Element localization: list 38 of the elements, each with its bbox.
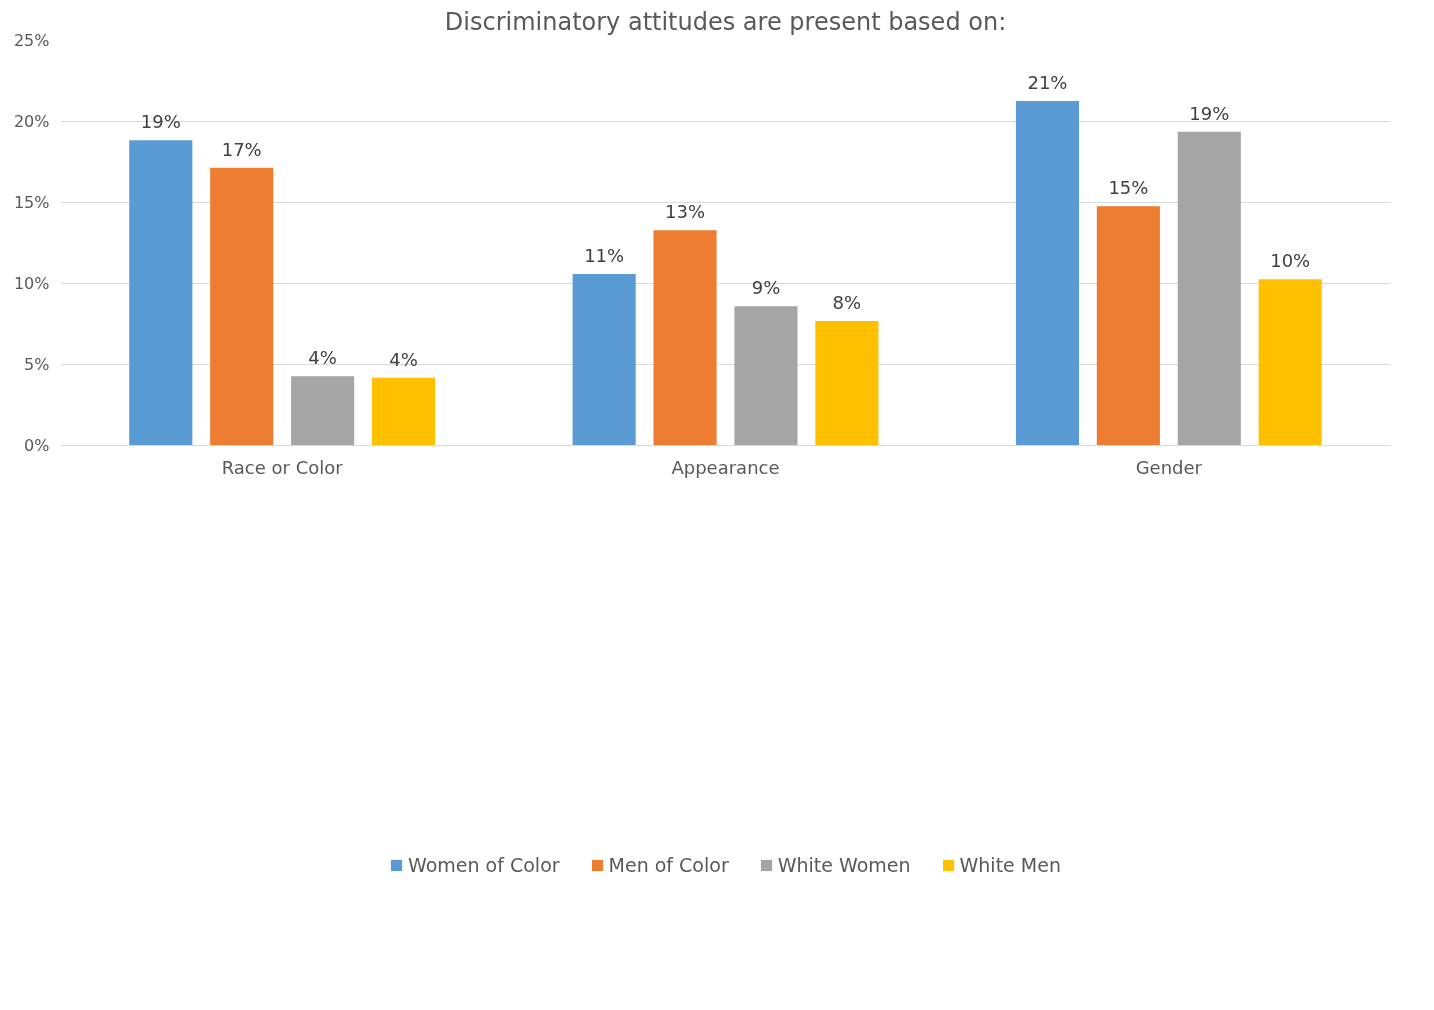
data-label: 9% bbox=[751, 277, 781, 299]
data-label: 4% bbox=[389, 348, 418, 370]
y-tick-label: 25% bbox=[13, 31, 50, 50]
bar bbox=[210, 167, 274, 446]
bar bbox=[1096, 206, 1160, 446]
bar bbox=[815, 320, 879, 446]
legend-label: Women of Color bbox=[408, 853, 560, 876]
legend-label: White Women bbox=[777, 853, 911, 876]
x-tick-label: Race or Color bbox=[221, 456, 344, 478]
bar bbox=[653, 230, 717, 446]
bar bbox=[1258, 279, 1322, 446]
data-label: 19% bbox=[140, 111, 181, 133]
bar bbox=[734, 306, 798, 446]
bar bbox=[1015, 100, 1080, 446]
legend-label: White Men bbox=[959, 853, 1061, 876]
data-label: 8% bbox=[832, 291, 862, 313]
bar bbox=[1177, 131, 1241, 446]
bar bbox=[129, 140, 193, 446]
y-tick-label: 10% bbox=[13, 274, 50, 293]
chart-title: Discriminatory attitudes are present based on: bbox=[444, 7, 1007, 36]
data-label: 11% bbox=[584, 244, 625, 266]
y-tick-label: 20% bbox=[13, 112, 50, 131]
data-label: 17% bbox=[221, 138, 262, 160]
legend-label: Men of Color bbox=[608, 853, 729, 876]
y-tick-label: 15% bbox=[13, 193, 50, 212]
bar bbox=[371, 377, 436, 446]
bar bbox=[291, 376, 355, 446]
data-label: 15% bbox=[1108, 177, 1149, 199]
data-label: 19% bbox=[1189, 102, 1230, 124]
data-label: 10% bbox=[1270, 250, 1311, 272]
data-label: 4% bbox=[308, 347, 337, 369]
x-tick-label: Appearance bbox=[671, 456, 780, 478]
bar bbox=[572, 273, 636, 446]
y-tick-label: 0% bbox=[24, 436, 50, 455]
data-label: 13% bbox=[665, 201, 706, 223]
data-label: 21% bbox=[1027, 71, 1068, 93]
y-tick-label: 5% bbox=[24, 355, 50, 374]
x-tick-label: Gender bbox=[1135, 456, 1203, 478]
